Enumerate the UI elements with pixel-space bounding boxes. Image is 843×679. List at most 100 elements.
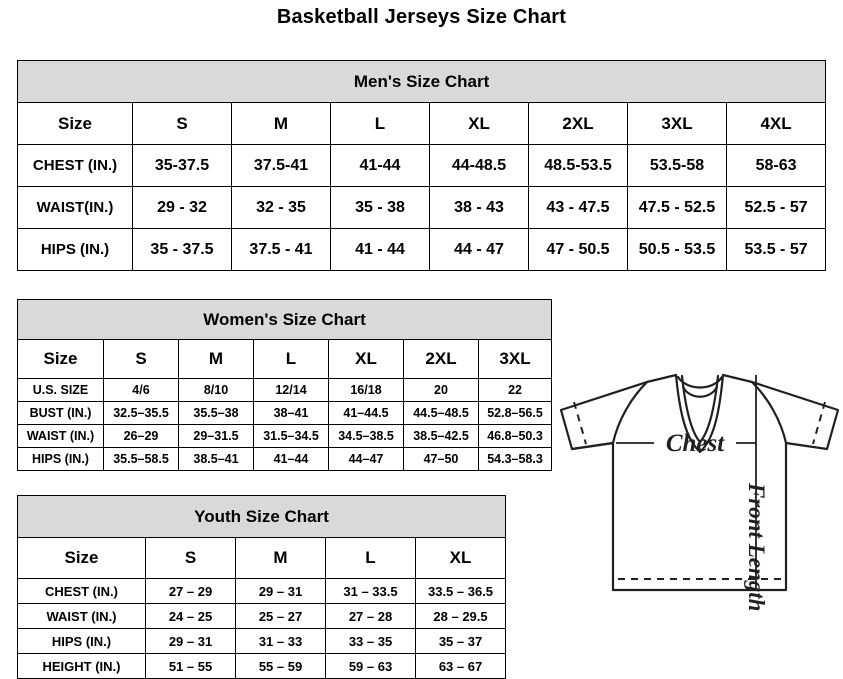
youth-size-chart-table: Youth Size Chart Size S M L XL CHEST (IN… xyxy=(16,495,507,679)
jersey-vneck-outer-icon xyxy=(674,373,725,454)
mens-banner-title: Men's Size Chart xyxy=(16,60,827,103)
mens-row-label-chest: CHEST (IN.) xyxy=(17,144,133,187)
table-row: CHEST (IN.) 35-37.5 37.5-41 41-44 44-48.… xyxy=(17,144,827,187)
womens-cell-us-size-s: 4/6 xyxy=(103,378,179,402)
youth-cell-chest-m: 29 – 31 xyxy=(235,578,326,604)
womens-cell-bust-2xl: 44.5–48.5 xyxy=(403,401,479,425)
mens-cell-waist-4xl: 52.5 - 57 xyxy=(725,186,827,229)
womens-cell-us-size-m: 8/10 xyxy=(178,378,254,402)
mens-cell-chest-4xl: 58-63 xyxy=(725,144,827,187)
womens-cell-hips-2xl: 47–50 xyxy=(403,447,479,471)
youth-cell-hips-s: 29 – 31 xyxy=(145,628,236,654)
youth-row-label-chest: CHEST (IN.) xyxy=(17,578,146,604)
mens-col-header-2xl: 2XL xyxy=(528,102,628,145)
youth-cell-height-s: 51 – 55 xyxy=(145,653,236,679)
womens-cell-waist-xl: 34.5–38.5 xyxy=(328,424,404,448)
youth-cell-waist-xl: 28 – 29.5 xyxy=(414,603,507,629)
mens-banner-row: Men's Size Chart xyxy=(16,60,827,103)
jersey-left-shoulder xyxy=(645,373,678,384)
table-row: HEIGHT (IN.) 51 – 55 55 – 59 59 – 63 63 … xyxy=(17,653,507,679)
womens-cell-hips-l: 41–44 xyxy=(253,447,329,471)
youth-header-row: Size S M L XL xyxy=(17,537,507,579)
table-row: CHEST (IN.) 27 – 29 29 – 31 31 – 33.5 33… xyxy=(17,578,507,604)
womens-cell-waist-m: 29–31.5 xyxy=(178,424,254,448)
table-row: U.S. SIZE 4/6 8/10 12/14 16/18 20 22 xyxy=(17,378,553,402)
mens-cell-chest-m: 37.5-41 xyxy=(231,144,331,187)
mens-cell-waist-xl: 38 - 43 xyxy=(429,186,529,229)
mens-cell-waist-3xl: 47.5 - 52.5 xyxy=(627,186,727,229)
mens-cell-hips-2xl: 47 - 50.5 xyxy=(528,228,628,271)
youth-row-label-height: HEIGHT (IN.) xyxy=(17,653,146,679)
youth-col-header-s: S xyxy=(145,537,236,579)
jersey-left-sleeve-icon xyxy=(559,380,649,451)
womens-cell-bust-m: 35.5–38 xyxy=(178,401,254,425)
mens-col-header-size: Size xyxy=(17,102,133,145)
mens-cell-hips-3xl: 50.5 - 53.5 xyxy=(627,228,727,271)
womens-col-header-m: M xyxy=(178,339,254,379)
mens-col-header-l: L xyxy=(330,102,430,145)
mens-col-header-3xl: 3XL xyxy=(627,102,727,145)
womens-cell-us-size-l: 12/14 xyxy=(253,378,329,402)
womens-cell-waist-2xl: 38.5–42.5 xyxy=(403,424,479,448)
mens-col-header-xl: XL xyxy=(429,102,529,145)
youth-cell-waist-m: 25 – 27 xyxy=(235,603,326,629)
youth-col-header-m: M xyxy=(235,537,326,579)
womens-cell-hips-s: 35.5–58.5 xyxy=(103,447,179,471)
jersey-left-armhole-curve xyxy=(611,380,649,445)
womens-cell-waist-s: 26–29 xyxy=(103,424,179,448)
table-row: HIPS (IN.) 29 – 31 31 – 33 33 – 35 35 – … xyxy=(17,628,507,654)
womens-cell-hips-xl: 44–47 xyxy=(328,447,404,471)
mens-cell-hips-l: 41 - 44 xyxy=(330,228,430,271)
jersey-right-shoulder xyxy=(721,373,754,384)
womens-row-label-bust: BUST (IN.) xyxy=(17,401,104,425)
mens-cell-chest-xl: 44-48.5 xyxy=(429,144,529,187)
womens-col-header-size: Size xyxy=(17,339,104,379)
mens-cell-hips-s: 35 - 37.5 xyxy=(132,228,232,271)
youth-cell-chest-s: 27 – 29 xyxy=(145,578,236,604)
mens-cell-chest-3xl: 53.5-58 xyxy=(627,144,727,187)
youth-col-header-size: Size xyxy=(17,537,146,579)
jersey-left-cuff-stitch xyxy=(573,401,587,445)
jersey-right-cuff-stitch xyxy=(812,401,826,445)
mens-cell-hips-4xl: 53.5 - 57 xyxy=(725,228,827,271)
mens-header-row: Size S M L XL 2XL 3XL 4XL xyxy=(17,102,827,145)
jersey-collar-band-lower xyxy=(681,385,719,398)
womens-size-chart-table: Women's Size Chart Size S M L XL 2XL 3XL… xyxy=(16,299,553,471)
womens-cell-hips-m: 38.5–41 xyxy=(178,447,254,471)
mens-cell-waist-2xl: 43 - 47.5 xyxy=(528,186,628,229)
youth-col-header-xl: XL xyxy=(414,537,507,579)
youth-cell-height-l: 59 – 63 xyxy=(325,653,416,679)
chest-measure-label: Chest xyxy=(666,430,725,457)
table-row: WAIST (IN.) 24 – 25 25 – 27 27 – 28 28 –… xyxy=(17,603,507,629)
jersey-measurement-diagram: Chest Front Length xyxy=(556,355,843,645)
womens-row-label-us-size: U.S. SIZE xyxy=(17,378,104,402)
mens-row-label-waist: WAIST(IN.) xyxy=(17,186,133,229)
womens-cell-hips-3xl: 54.3–58.3 xyxy=(477,447,553,471)
youth-cell-waist-s: 24 – 25 xyxy=(145,603,236,629)
womens-col-header-3xl: 3XL xyxy=(477,339,553,379)
womens-banner-title: Women's Size Chart xyxy=(16,299,553,340)
youth-cell-hips-m: 31 – 33 xyxy=(235,628,326,654)
mens-cell-chest-2xl: 48.5-53.5 xyxy=(528,144,628,187)
youth-row-label-hips: HIPS (IN.) xyxy=(17,628,146,654)
youth-cell-height-xl: 63 – 67 xyxy=(414,653,507,679)
youth-cell-hips-l: 33 – 35 xyxy=(325,628,416,654)
table-row: HIPS (IN.) 35 - 37.5 37.5 - 41 41 - 44 4… xyxy=(17,228,827,271)
youth-row-label-waist: WAIST (IN.) xyxy=(17,603,146,629)
mens-col-header-m: M xyxy=(231,102,331,145)
table-row: BUST (IN.) 32.5–35.5 35.5–38 38–41 41–44… xyxy=(17,401,553,425)
womens-cell-waist-l: 31.5–34.5 xyxy=(253,424,329,448)
table-row: WAIST (IN.) 26–29 29–31.5 31.5–34.5 34.5… xyxy=(17,424,553,448)
jersey-right-sleeve-icon xyxy=(750,380,840,451)
table-row: HIPS (IN.) 35.5–58.5 38.5–41 41–44 44–47… xyxy=(17,447,553,471)
womens-col-header-l: L xyxy=(253,339,329,379)
youth-banner-row: Youth Size Chart xyxy=(16,495,507,538)
youth-col-header-l: L xyxy=(325,537,416,579)
youth-cell-chest-xl: 33.5 – 36.5 xyxy=(414,578,507,604)
mens-row-label-hips: HIPS (IN.) xyxy=(17,228,133,271)
womens-row-label-waist: WAIST (IN.) xyxy=(17,424,104,448)
jersey-collar-band-upper xyxy=(676,375,724,389)
mens-cell-hips-m: 37.5 - 41 xyxy=(231,228,331,271)
womens-cell-bust-l: 38–41 xyxy=(253,401,329,425)
mens-cell-chest-l: 41-44 xyxy=(330,144,430,187)
